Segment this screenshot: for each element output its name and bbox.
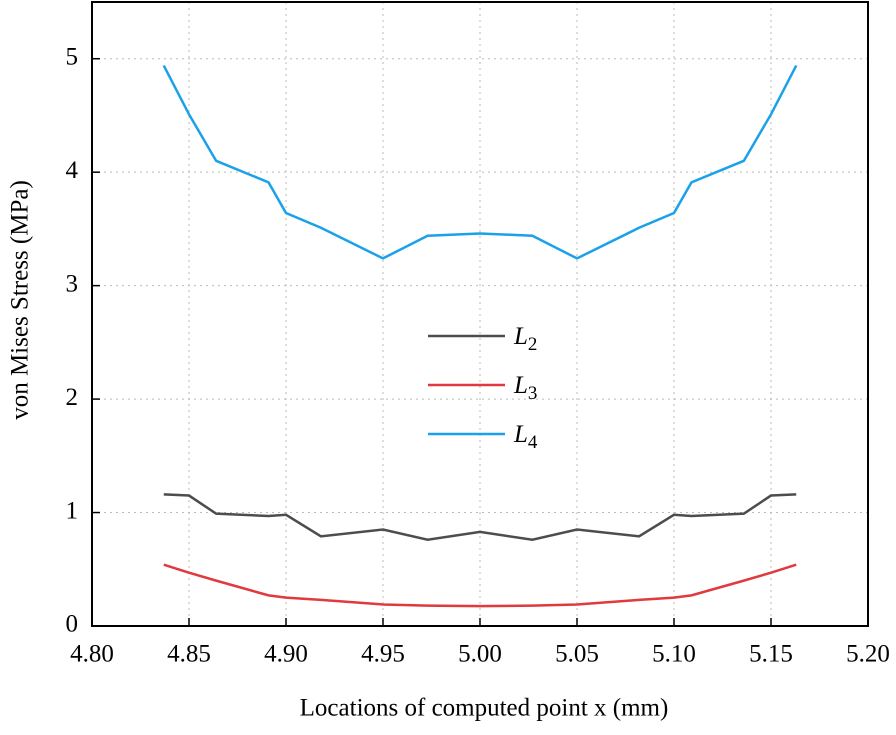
y-tick-label: 2: [66, 384, 79, 411]
y-axis-label: von Mises Stress (MPa): [7, 180, 34, 420]
x-tick-label: 5.05: [555, 641, 599, 668]
data-line: [163, 493, 797, 542]
legend-label: L4: [513, 421, 538, 454]
y-tick-label: 5: [66, 43, 79, 70]
y-tick-label: 3: [66, 270, 79, 297]
x-tick-label: 5.15: [749, 641, 793, 668]
y-tick-label: 0: [66, 611, 79, 638]
x-axis-label: Locations of computed point x (mm): [300, 695, 669, 722]
x-tick-label: 5.10: [652, 641, 696, 668]
x-tick-label: 5.20: [846, 641, 890, 668]
x-tick-label: 4.95: [361, 641, 405, 668]
data-line: [162, 64, 798, 260]
data-line: [163, 563, 797, 608]
plot-frame: [91, 1, 869, 627]
x-tick-label: 4.80: [70, 641, 114, 668]
y-tick-label: 4: [66, 157, 79, 184]
legend-label: L3: [513, 372, 537, 405]
legend-label: L2: [513, 323, 537, 356]
x-tick-label: 4.85: [167, 641, 211, 668]
x-tick-label: 5.00: [458, 641, 502, 668]
x-tick-label: 4.90: [264, 641, 308, 668]
y-tick-label: 1: [66, 497, 79, 524]
